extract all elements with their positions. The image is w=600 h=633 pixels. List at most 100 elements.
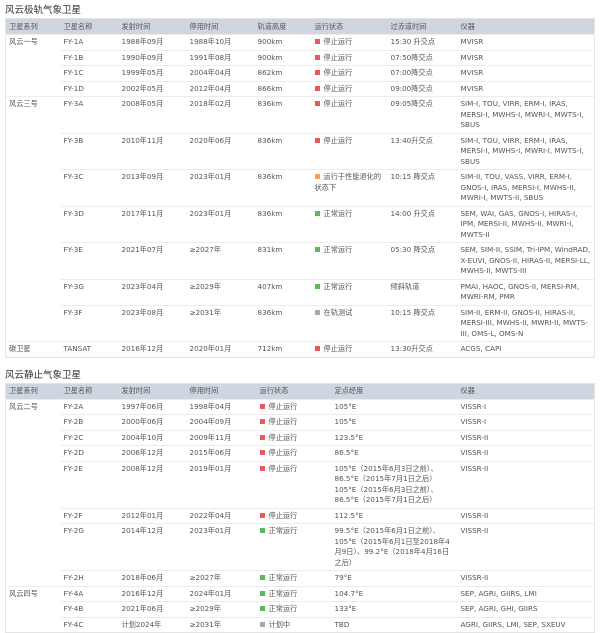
column-header: 仪器	[458, 383, 595, 399]
cell: 1990年09月	[119, 50, 187, 66]
satellite-name: FY-1C	[61, 66, 119, 82]
column-header: 轨道高度	[255, 19, 312, 35]
cell: 836km	[255, 206, 312, 243]
status-cell: 正常运行	[257, 586, 332, 602]
satellite-name: FY-2E	[61, 461, 119, 508]
status-cell: 正常运行	[257, 602, 332, 618]
cell: 2015年06月	[187, 446, 257, 462]
status-square-icon	[315, 70, 320, 75]
status-square-icon	[315, 284, 320, 289]
status-text: 停止运行	[324, 99, 353, 108]
cell: MVISR	[458, 35, 595, 51]
polar-section-title: 风云极轨气象卫星	[5, 3, 600, 18]
cell: 2004年04月	[187, 66, 255, 82]
cell: VISSR-II	[458, 461, 595, 508]
cell: 2002年05月	[119, 81, 187, 97]
column-header: 仪器	[458, 19, 595, 35]
geo-section-title: 风云静止气象卫星	[5, 368, 600, 383]
cell: SEP, AGRI, GIIRS, LMI	[458, 586, 595, 602]
cell: VISSR-II	[458, 446, 595, 462]
column-header: 停用时间	[187, 383, 257, 399]
satellite-name: FY-4B	[61, 602, 119, 618]
cell: SIM-II, ERM-II, GNOS-II, HIRAS-II, MERSI…	[458, 305, 595, 342]
cell: 105°E	[332, 399, 458, 415]
series-cell: 风云一号	[6, 35, 61, 97]
column-header: 卫星系列	[6, 383, 61, 399]
status-square-icon	[315, 101, 320, 106]
cell: ≥2027年	[187, 243, 255, 280]
satellite-name: FY-3F	[61, 305, 119, 342]
status-text: 停止运行	[269, 402, 298, 411]
status-cell: 正常运行	[312, 243, 388, 280]
status-square-icon	[260, 435, 265, 440]
column-header: 发射时间	[119, 19, 187, 35]
cell: 836km	[255, 97, 312, 134]
cell: 13:30升交点	[388, 342, 458, 358]
cell: 2012年01月	[119, 508, 187, 524]
cell: 2016年12月	[119, 586, 187, 602]
status-square-icon	[260, 575, 265, 580]
cell: 2013年09月	[119, 170, 187, 207]
status-text: 计划中	[269, 620, 291, 629]
status-cell: 正常运行	[312, 279, 388, 305]
status-square-icon	[260, 466, 265, 471]
cell: 900km	[255, 50, 312, 66]
cell: 2022年04月	[187, 508, 257, 524]
cell: 2019年01月	[187, 461, 257, 508]
satellite-name: FY-3A	[61, 97, 119, 134]
cell: 2017年11月	[119, 206, 187, 243]
status-text: 停止运行	[324, 84, 353, 93]
cell: 1988年09月	[119, 35, 187, 51]
cell: 倾斜轨道	[388, 279, 458, 305]
status-text: 正常运行	[324, 209, 353, 218]
status-square-icon	[260, 450, 265, 455]
cell: 2009年11月	[187, 430, 257, 446]
cell: 2000年06月	[119, 415, 187, 431]
cell: 831km	[255, 243, 312, 280]
cell: 计划2024年	[119, 617, 187, 633]
cell: 1999年05月	[119, 66, 187, 82]
status-cell: 停止运行	[312, 66, 388, 82]
cell: 2023年01月	[187, 170, 255, 207]
cell: 900km	[255, 35, 312, 51]
status-text: 正常运行	[324, 282, 353, 291]
cell: 836km	[255, 133, 312, 170]
cell: 2018年06月	[119, 571, 187, 587]
satellite-name: FY-2G	[61, 524, 119, 571]
status-square-icon	[315, 174, 320, 179]
status-cell: 正常运行	[257, 524, 332, 571]
status-square-icon	[315, 310, 320, 315]
cell: 112.5°E	[332, 508, 458, 524]
cell: VISSR-I	[458, 415, 595, 431]
satellite-name: FY-1A	[61, 35, 119, 51]
satellite-name: FY-1D	[61, 81, 119, 97]
status-text: 在轨测试	[324, 308, 353, 317]
cell: SIM-I, TOU, VIRR, ERM-I, IRAS, MERSI-I, …	[458, 97, 595, 134]
status-text: 正常运行	[269, 604, 298, 613]
satellite-name: FY-4A	[61, 586, 119, 602]
cell: 2023年01月	[187, 524, 257, 571]
cell: 2006年12月	[119, 446, 187, 462]
status-square-icon	[315, 346, 320, 351]
column-header: 过赤道时间	[388, 19, 458, 35]
satellite-name: TANSAT	[61, 342, 119, 358]
cell: 07:50降交点	[388, 50, 458, 66]
status-text: 停止运行	[269, 433, 298, 442]
cell: SEM, SIM-II, SSIM, Tri-IPM, WindRAD, X-E…	[458, 243, 595, 280]
